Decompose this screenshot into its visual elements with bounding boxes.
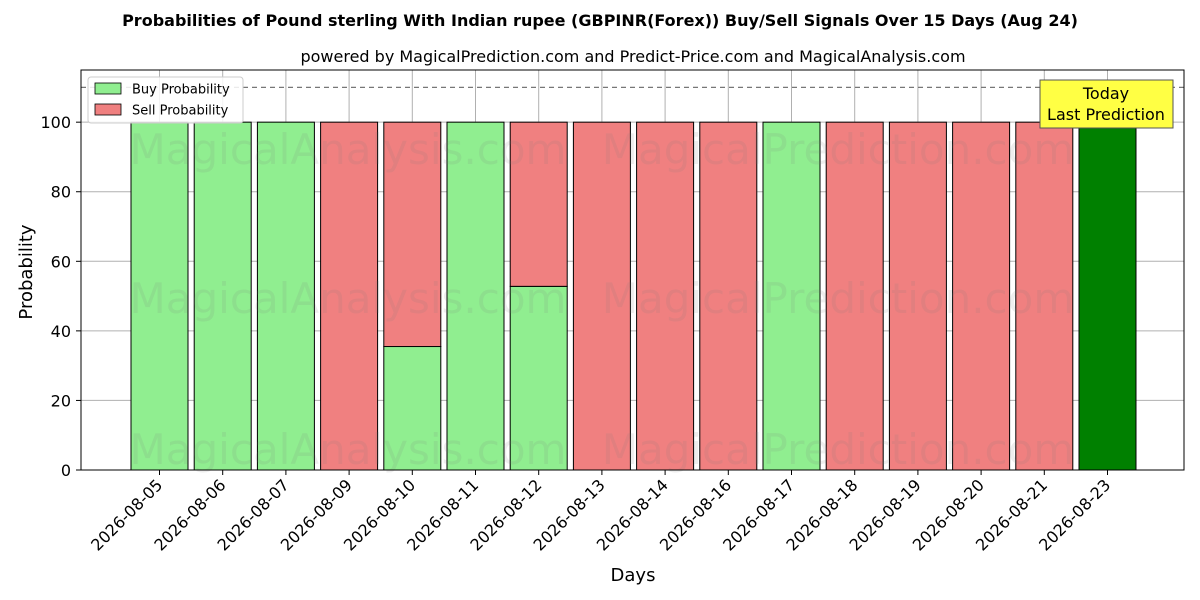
watermarks: MagicalAnalysis.com MagicalPrediction.com… [130, 125, 1075, 474]
bar-sell [825, 121, 884, 471]
today-annotation-line1: Today [1082, 84, 1129, 103]
y-tick-label: 20 [51, 391, 71, 410]
watermark-text: MagicalAnalysis.com [130, 125, 567, 174]
legend-label-sell: Sell Probability [132, 104, 229, 119]
bar-buy [256, 121, 315, 471]
y-tick-label: 100 [40, 113, 71, 132]
bar-sell [1015, 121, 1074, 471]
legend-swatch-buy [94, 82, 122, 95]
bar-sell [509, 121, 568, 287]
watermark-text: MagicalPrediction.com [602, 274, 1075, 323]
today-annotation-box [1039, 79, 1174, 129]
bar-buy [446, 121, 505, 471]
legend-box [87, 76, 244, 124]
bar-sell [699, 121, 758, 471]
watermark-text: MagicalAnalysis.com [130, 274, 567, 323]
x-axis: 2026-08-052026-08-062026-08-072026-08-09… [87, 470, 1114, 555]
watermark-text: MagicalPrediction.com [602, 425, 1075, 474]
y-axis-label: Probability [16, 224, 37, 319]
today-annotation: Today Last Prediction [1039, 79, 1174, 129]
bar-buy [762, 121, 821, 471]
y-axis: 0 20 40 60 80 100 [40, 113, 81, 480]
bars [130, 121, 1137, 471]
legend-swatch-sell [94, 103, 122, 116]
watermark-text: MagicalAnalysis.com [130, 425, 567, 474]
y-tick-label: 80 [51, 183, 71, 202]
y-tick-label: 40 [51, 322, 71, 341]
bar-buy [383, 346, 442, 471]
today-annotation-line2: Last Prediction [1047, 105, 1165, 124]
bar-sell [636, 121, 695, 471]
bar-sell [572, 121, 631, 471]
x-axis-label: Days [611, 565, 656, 586]
y-tick-label: 0 [61, 461, 71, 480]
chart-subtitle: powered by MagicalPrediction.com and Pre… [300, 47, 965, 66]
bar-sell [320, 121, 379, 471]
legend-label-buy: Buy Probability [132, 83, 230, 98]
watermark-text: MagicalPrediction.com [602, 125, 1075, 174]
bar-sell [952, 121, 1011, 471]
bar-sell [383, 121, 442, 348]
y-tick-label: 60 [51, 252, 71, 271]
legend: Buy Probability Sell Probability [87, 76, 244, 124]
chart-title: Probabilities of Pound sterling With Ind… [122, 11, 1078, 30]
bar-today [1078, 121, 1137, 471]
bar-sell [888, 121, 947, 471]
plot-frame [80, 69, 1185, 471]
